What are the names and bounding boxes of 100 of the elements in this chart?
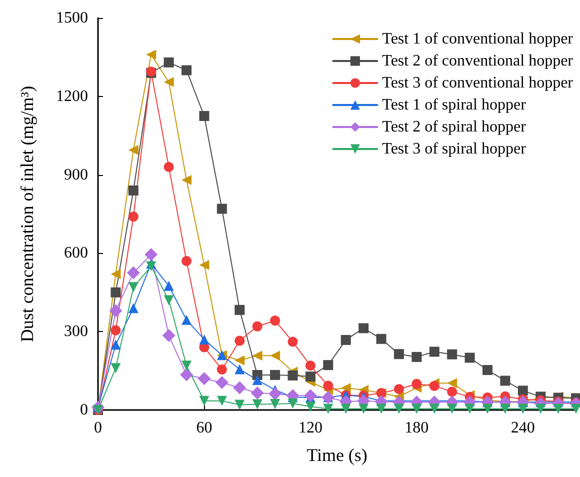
point xyxy=(304,389,317,402)
point xyxy=(305,402,316,412)
point xyxy=(412,352,422,362)
point xyxy=(358,404,369,414)
point xyxy=(412,404,422,414)
x-tick-label: 0 xyxy=(94,420,102,436)
y-tick-label: 0 xyxy=(80,402,88,418)
legend-label: Test 2 of spiral hopper xyxy=(382,118,527,136)
point xyxy=(270,370,280,380)
point xyxy=(536,404,546,414)
legend-label: Test 1 of spiral hopper xyxy=(382,96,527,114)
point xyxy=(447,378,458,388)
point xyxy=(394,404,404,414)
point xyxy=(110,363,121,374)
point xyxy=(571,404,580,414)
point xyxy=(464,352,475,363)
point xyxy=(199,334,210,344)
point xyxy=(340,383,351,394)
point xyxy=(518,386,528,396)
x-axis-title: Time (s) xyxy=(306,445,368,465)
point xyxy=(394,349,404,360)
point xyxy=(376,404,386,414)
point xyxy=(500,376,510,386)
point xyxy=(340,404,351,414)
point xyxy=(126,266,140,280)
point xyxy=(128,144,138,155)
legend-label: Test 2 of conventional hopper xyxy=(382,52,574,70)
x-tick-label: 120 xyxy=(298,420,322,436)
point xyxy=(109,304,122,318)
point xyxy=(500,404,510,414)
point xyxy=(110,269,121,280)
point xyxy=(128,185,138,196)
point xyxy=(234,364,245,374)
point xyxy=(199,396,210,406)
point xyxy=(110,340,121,350)
point xyxy=(234,336,245,346)
point xyxy=(215,376,228,390)
x-tick-label: 180 xyxy=(404,420,429,436)
point xyxy=(128,282,138,292)
point xyxy=(482,404,492,414)
point xyxy=(198,372,211,386)
point xyxy=(288,336,298,347)
point xyxy=(182,314,192,325)
point xyxy=(182,256,192,266)
point xyxy=(216,396,227,406)
y-tick-label: 1200 xyxy=(56,88,88,105)
point xyxy=(180,368,194,382)
point xyxy=(164,162,174,172)
point xyxy=(233,381,246,394)
point xyxy=(447,349,458,360)
point xyxy=(323,380,334,391)
point xyxy=(464,404,475,414)
point xyxy=(182,175,192,186)
point xyxy=(164,295,174,306)
point xyxy=(376,334,386,344)
point xyxy=(252,321,262,332)
point xyxy=(553,404,564,414)
point xyxy=(252,374,262,385)
y-tick-label: 300 xyxy=(64,323,88,340)
point xyxy=(128,303,138,314)
point xyxy=(518,404,528,414)
point xyxy=(270,398,280,409)
point xyxy=(110,325,121,336)
point xyxy=(162,329,176,342)
point xyxy=(288,398,298,408)
legend-label: Test 3 of spiral hopper xyxy=(382,140,527,158)
point xyxy=(199,111,210,121)
point xyxy=(447,404,458,414)
y-tick-label: 600 xyxy=(64,244,88,262)
y-tick-label: 1500 xyxy=(56,10,88,26)
x-tick-label: 60 xyxy=(196,420,212,436)
point xyxy=(144,248,158,262)
point xyxy=(305,360,316,371)
point xyxy=(412,378,422,389)
point xyxy=(305,372,316,382)
point xyxy=(182,65,192,76)
point xyxy=(250,386,264,400)
point xyxy=(340,334,351,345)
point xyxy=(164,77,174,88)
point xyxy=(164,280,174,291)
point xyxy=(110,287,121,298)
point xyxy=(182,360,192,371)
point xyxy=(234,304,245,315)
point xyxy=(323,404,334,414)
point xyxy=(358,323,369,334)
point xyxy=(482,365,492,376)
point xyxy=(128,212,138,222)
point xyxy=(323,360,334,370)
point xyxy=(268,387,282,400)
point xyxy=(216,204,227,214)
point xyxy=(216,364,227,374)
point xyxy=(252,399,262,410)
point xyxy=(429,404,440,414)
point xyxy=(252,350,262,361)
point xyxy=(199,260,210,270)
point xyxy=(146,261,156,272)
y-tick-label: 900 xyxy=(64,166,88,184)
point xyxy=(164,57,174,68)
point xyxy=(429,380,440,391)
y-axis-title: Dust concentration of inlet (mg/m³) xyxy=(17,86,37,342)
